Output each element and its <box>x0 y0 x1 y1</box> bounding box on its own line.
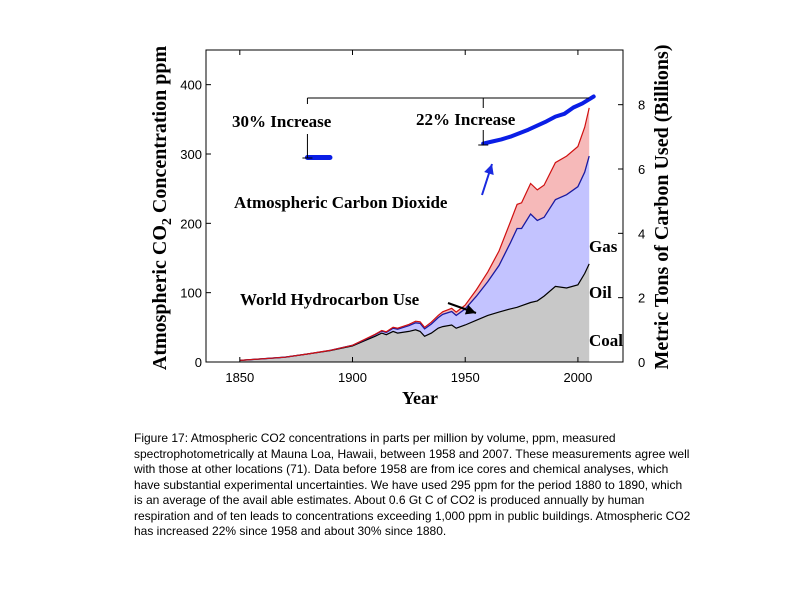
y-left-tick-label: 100 <box>180 286 202 301</box>
oil-area <box>239 156 590 361</box>
co2-line <box>481 94 596 146</box>
plot-border <box>205 49 624 363</box>
y-left-tick-label: 0 <box>195 355 202 370</box>
x-tick-label: 1950 <box>451 370 480 385</box>
coal-area <box>239 263 590 362</box>
annotation-hydrocarbon-label: World Hydrocarbon Use <box>240 290 420 309</box>
co2-arrow <box>481 163 494 196</box>
axis-ticks: 1850 1900 1950 2000 0 100 200 300 400 0 2 4 6 8 <box>180 50 645 385</box>
plot-frame <box>205 49 624 363</box>
annotation-co2-label: Atmospheric Carbon Dioxide <box>234 193 448 212</box>
y-left-tick-label: 400 <box>180 78 202 93</box>
y-axis-left-label: Atmospheric CO2 Concentration ppm <box>149 46 175 371</box>
co2-arrow-head <box>484 164 494 176</box>
fuel-area-fills <box>239 107 590 362</box>
x-axis-label: Year <box>402 388 438 408</box>
annotation-22-percent: 22% Increase <box>416 110 516 129</box>
x-tick-label: 1900 <box>338 370 367 385</box>
series-label-oil: Oil <box>589 283 612 302</box>
y-right-tick-label: 2 <box>638 291 645 306</box>
series-lines <box>239 94 596 362</box>
annotations: 30% Increase 22% Increase Atmospheric Ca… <box>232 97 623 350</box>
y-right-tick-label: 6 <box>638 162 645 177</box>
y-right-tick-label: 0 <box>638 355 645 370</box>
x-tick-label: 2000 <box>563 370 592 385</box>
y-right-tick-label: 4 <box>638 226 645 241</box>
series-label-coal: Coal <box>589 331 623 350</box>
gas-line <box>239 107 590 361</box>
coal-line <box>239 263 590 361</box>
hydrocarbon-arrow <box>447 302 477 315</box>
series-label-gas: Gas <box>589 237 618 256</box>
y-left-tick-label: 300 <box>180 147 202 162</box>
figure-caption: Figure 17: Atmospheric CO2 concentration… <box>134 431 691 538</box>
y-right-tick-label: 8 <box>638 98 645 113</box>
annotation-30-percent: 30% Increase <box>232 112 332 131</box>
y-axis-right-label: Metric Tons of Carbon Used (Billions) <box>651 44 673 369</box>
x-tick-label: 1850 <box>225 370 254 385</box>
y-left-tick-label: 200 <box>180 216 202 231</box>
hydrocarbon-arrow-head <box>464 304 476 315</box>
